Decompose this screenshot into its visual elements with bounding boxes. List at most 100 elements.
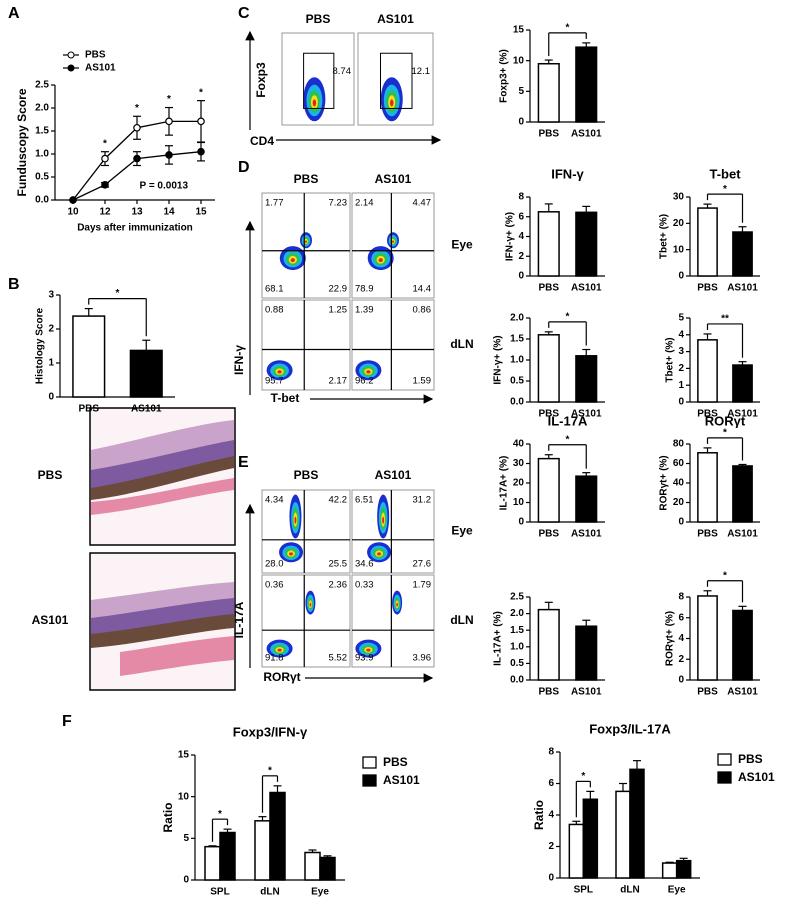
y-tick-label: 4 xyxy=(678,329,684,340)
marker xyxy=(69,196,77,204)
chart-title: Foxp3/IL-17A xyxy=(589,721,671,736)
bar xyxy=(661,862,678,879)
bar xyxy=(575,625,598,681)
panel-label: F xyxy=(62,713,72,730)
y-tick-label: 80 xyxy=(673,439,685,450)
quadrant-value: 0.36 xyxy=(265,580,284,591)
bar xyxy=(582,798,599,879)
flow-density xyxy=(377,552,381,556)
bar xyxy=(537,608,560,681)
y-axis-label: IFN-γ+ (%) xyxy=(493,335,504,384)
quadrant-value: 1.59 xyxy=(413,376,432,387)
y-tick-label: 6 xyxy=(678,612,684,623)
bar xyxy=(72,315,106,398)
x-axis-label: Days after immunization xyxy=(77,223,193,234)
y-tick-label: 10 xyxy=(673,244,685,255)
x-tick-label: AS101 xyxy=(131,404,162,415)
flow-density xyxy=(309,602,312,607)
flow-gate-value: 8.74 xyxy=(333,66,352,77)
legend-swatch xyxy=(362,756,377,769)
legend-label: AS101 xyxy=(85,63,116,74)
sig-star: * xyxy=(566,434,570,445)
bar xyxy=(304,851,321,881)
x-tick-label: SPL xyxy=(574,885,593,896)
y-tick-label: 4 xyxy=(518,231,524,242)
sig-star: ** xyxy=(721,314,729,325)
y-axis-label: Tbet+ (%) xyxy=(665,337,676,382)
flow-row-label: Eye xyxy=(451,524,473,538)
legend-label: AS101 xyxy=(738,770,775,784)
bar xyxy=(568,823,585,879)
y-tick-label: 4 xyxy=(548,810,554,821)
marker xyxy=(165,151,173,159)
flow-density xyxy=(378,258,383,263)
y-tick-label: 10 xyxy=(513,497,525,508)
y-axis-label: IFN-γ+ (%) xyxy=(505,212,516,261)
panel-label: D xyxy=(238,159,250,176)
flow-gate xyxy=(380,52,413,109)
y-axis-label: Foxp3+ (%) xyxy=(499,49,510,103)
sig-star: * xyxy=(723,184,727,195)
bar xyxy=(732,231,753,277)
bar xyxy=(537,62,560,123)
bar xyxy=(319,856,336,881)
histology-pbs xyxy=(89,407,236,546)
y-tick-label: 5 xyxy=(518,86,524,97)
y-tick-label: 2 xyxy=(678,363,684,374)
histology-label: AS101 xyxy=(32,613,69,627)
flow-density xyxy=(366,648,371,652)
x-tick-label: PBS xyxy=(538,283,559,294)
flow-plot xyxy=(261,574,351,668)
flow-x-label: RORγt xyxy=(263,670,300,684)
legend-swatch xyxy=(717,771,732,784)
y-tick-label: 2.5 xyxy=(510,592,524,603)
y-tick-label: 60 xyxy=(673,458,685,469)
quadrant-value: 93.9 xyxy=(355,653,374,664)
y-tick-label: 30 xyxy=(673,192,685,203)
panel-label: E xyxy=(238,454,249,471)
y-tick-label: 15 xyxy=(178,750,190,761)
y-tick-label: 20 xyxy=(513,478,525,489)
y-tick-label: 1.0 xyxy=(510,355,524,366)
flow-x-label: CD4 xyxy=(250,134,274,148)
marker xyxy=(133,123,141,132)
x-tick-label: PBS xyxy=(697,529,718,540)
y-tick-label: 8 xyxy=(548,747,554,758)
quadrant-value: 1.79 xyxy=(413,580,432,591)
y-tick-label: 3 xyxy=(678,346,684,357)
x-tick-label: 12 xyxy=(99,207,111,218)
x-tick-label: dLN xyxy=(260,887,279,898)
x-tick-label: AS101 xyxy=(571,529,602,540)
x-tick-label: 13 xyxy=(131,207,143,218)
flow-density xyxy=(305,240,307,243)
sig-star: * xyxy=(723,570,727,581)
quadrant-value: 78.9 xyxy=(355,284,374,295)
y-axis-label: Funduscopy Score xyxy=(15,88,29,196)
bar xyxy=(629,768,645,879)
flow-density xyxy=(396,602,398,607)
flow-y-label: IL-17A xyxy=(232,601,246,638)
y-tick-label: 2 xyxy=(548,841,554,852)
chart-title: Foxp3/IFN-γ xyxy=(233,724,308,739)
quadrant-value: 4.34 xyxy=(265,495,284,506)
flow-y-label: Foxp3 xyxy=(254,62,268,98)
y-tick-label: 2.5 xyxy=(35,80,49,91)
panel-label: C xyxy=(238,5,250,22)
quadrant-value: 6.51 xyxy=(355,495,374,506)
quadrant-value: 2.14 xyxy=(355,198,374,209)
quadrant-value: 0.86 xyxy=(413,305,432,316)
y-tick-label: 1 xyxy=(48,358,54,369)
histology-label: PBS xyxy=(38,468,63,482)
quadrant-value: 0.88 xyxy=(265,305,284,316)
y-tick-label: 1.5 xyxy=(510,625,524,636)
y-tick-label: 0 xyxy=(678,517,684,528)
x-tick-label: PBS xyxy=(538,129,559,140)
quadrant-value: 68.1 xyxy=(265,284,284,295)
histology-as101 xyxy=(89,552,236,691)
x-tick-label: 10 xyxy=(67,207,79,218)
sig-star: * xyxy=(116,288,120,299)
quadrant-value: 1.77 xyxy=(265,198,284,209)
sig-star: * xyxy=(199,87,203,98)
y-tick-label: 0.5 xyxy=(35,172,49,183)
